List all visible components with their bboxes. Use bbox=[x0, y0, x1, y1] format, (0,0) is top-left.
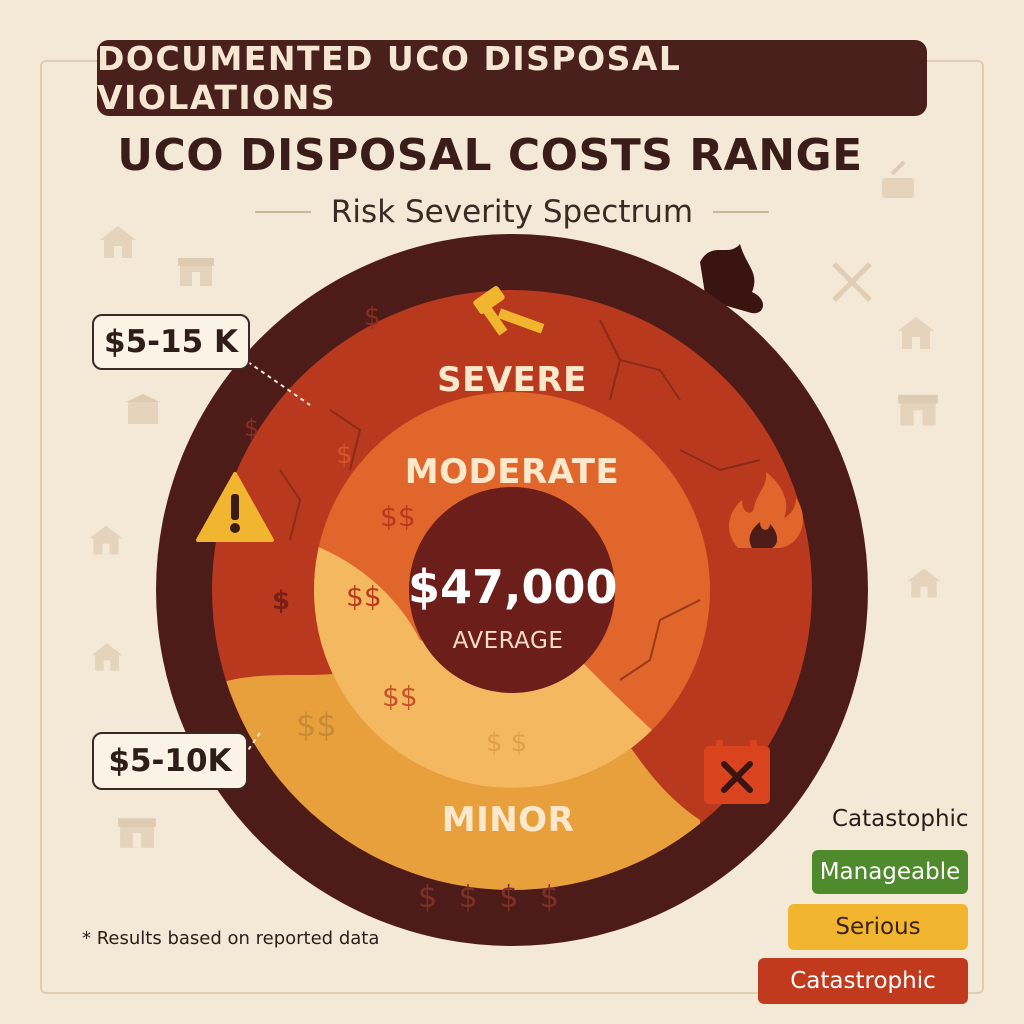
fire-icon bbox=[729, 472, 803, 548]
cost-callout-upper: $5-15 K bbox=[92, 314, 250, 370]
legend-item-label: Manageable bbox=[819, 859, 961, 885]
shop-icon bbox=[898, 394, 938, 426]
page-subtitle: Risk Severity Spectrum bbox=[330, 194, 694, 230]
house-icon bbox=[89, 525, 123, 555]
dollar-mark: $ bbox=[364, 302, 381, 332]
header-banner: DOCUMENTED UCO DISPOSAL VIOLATIONS bbox=[97, 39, 927, 117]
shop-icon bbox=[118, 818, 156, 848]
house-icon bbox=[898, 317, 934, 349]
dollar-mark: $ bbox=[244, 414, 260, 442]
dollar-mark: $$ bbox=[382, 680, 418, 713]
cost-callout-lower: $5-10K bbox=[92, 732, 248, 790]
dollar-mark: $$ bbox=[346, 580, 382, 613]
minor-label: MINOR bbox=[441, 800, 575, 840]
legend-title: Catastophic bbox=[832, 806, 969, 832]
legend-item-manageable: Manageable bbox=[812, 850, 968, 894]
legend-item-serious: Serious bbox=[788, 904, 968, 950]
ink-splash bbox=[700, 244, 764, 314]
dollar-mark-row: $ $ $ $ bbox=[418, 880, 565, 915]
warning-icon bbox=[196, 472, 274, 542]
house-icon bbox=[907, 568, 941, 598]
crack-texture bbox=[279, 319, 761, 681]
legend-item-label: Catastrophic bbox=[790, 968, 936, 994]
dollar-mark: $$ bbox=[296, 706, 337, 744]
footnote: * Results based on reported data bbox=[82, 928, 380, 949]
dollar-mark: $$ bbox=[380, 500, 416, 533]
legend-item-catastrophic: Catastrophic bbox=[758, 958, 968, 1004]
callout-connector-lower bbox=[243, 729, 263, 757]
dollar-mark: $ bbox=[272, 586, 291, 616]
cost-callout-lower-text: $5-10K bbox=[108, 743, 232, 779]
subtitle-row: Risk Severity Spectrum bbox=[0, 190, 1024, 234]
moderate-label: MODERATE bbox=[404, 452, 620, 492]
center-circle bbox=[409, 487, 615, 693]
house-icon bbox=[100, 226, 136, 258]
pot-icon bbox=[882, 160, 914, 198]
dollar-mark: $ bbox=[336, 440, 353, 470]
banner-text: DOCUMENTED UCO DISPOSAL VIOLATIONS bbox=[97, 39, 682, 117]
gavel-icon bbox=[473, 286, 545, 336]
legend-item-label: Serious bbox=[835, 914, 921, 940]
cost-callout-upper-text: $5-15 K bbox=[104, 324, 238, 360]
subtitle-rule-right bbox=[713, 211, 770, 213]
dollar-mark: $ $ bbox=[486, 728, 528, 758]
box-icon bbox=[126, 394, 160, 424]
page-title: UCO DISPOSAL COSTS RANGE bbox=[117, 130, 863, 181]
severe-label: SEVERE bbox=[437, 360, 587, 400]
average-amount: $47,000 bbox=[408, 560, 618, 614]
shop-icon bbox=[178, 258, 214, 286]
calendar-x-icon bbox=[704, 740, 770, 804]
house-icon bbox=[91, 643, 123, 671]
crossed-utensils-icon bbox=[832, 262, 872, 302]
subtitle-rule-left bbox=[254, 211, 311, 213]
average-label: AVERAGE bbox=[452, 628, 564, 654]
